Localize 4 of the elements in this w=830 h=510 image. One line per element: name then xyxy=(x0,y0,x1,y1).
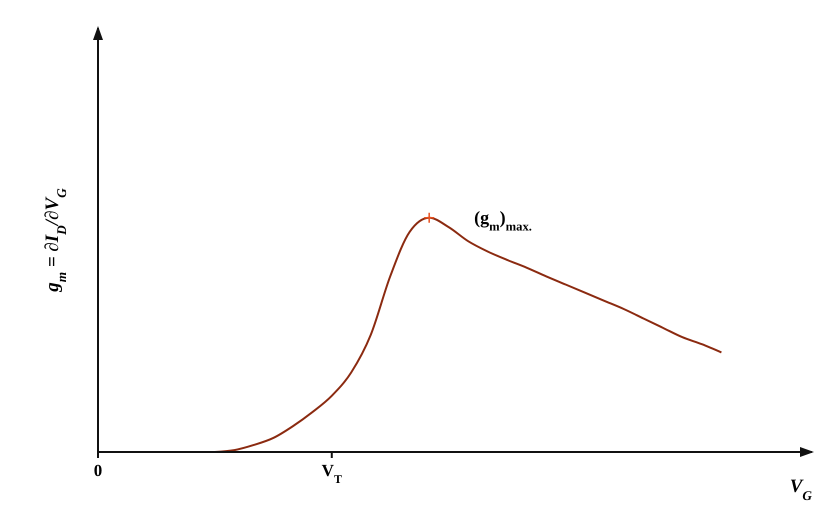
x-tick-label: 0 xyxy=(94,461,102,480)
annotation: (g$_{m}$)$_{max.}$ xyxy=(474,208,532,234)
x-axis-title: V$_{G}$ xyxy=(790,476,812,502)
x-tick-label: V$_{T}$ xyxy=(322,461,342,486)
